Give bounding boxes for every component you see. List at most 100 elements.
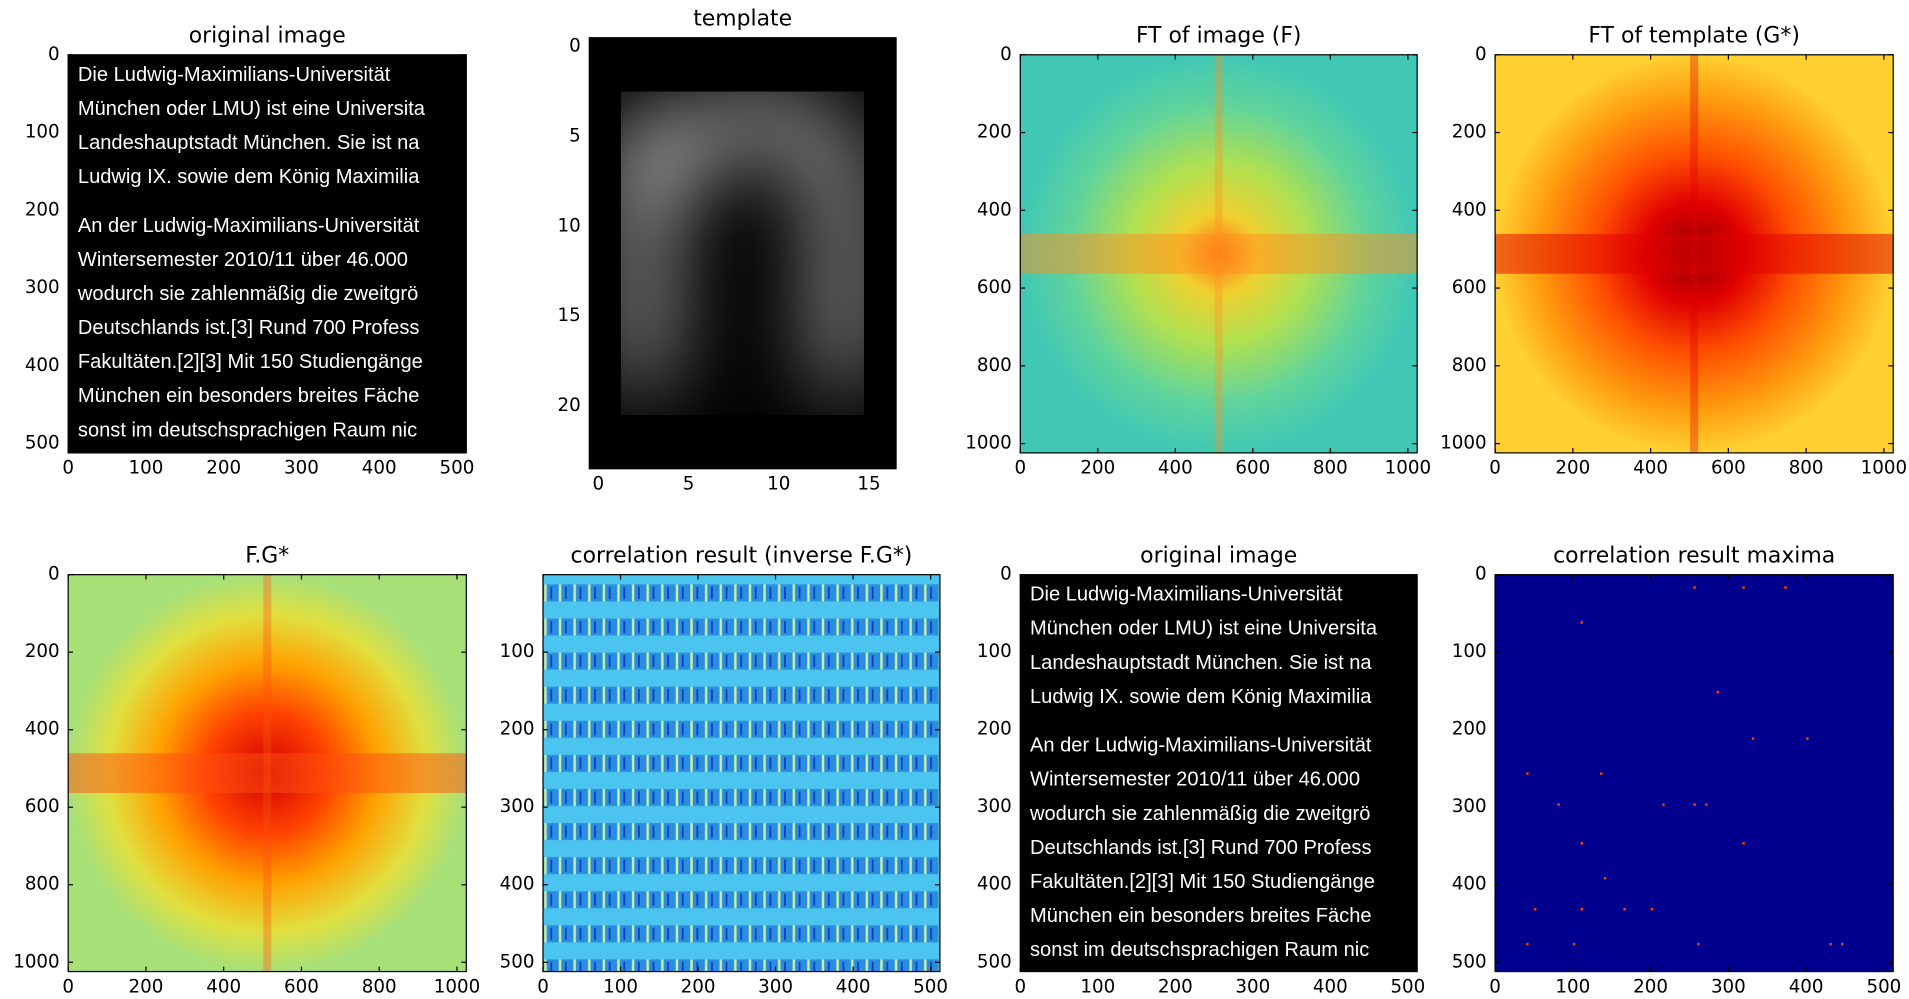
- image-band: [68, 753, 467, 793]
- maximum-dot: [1603, 876, 1607, 880]
- x-tick-label: 600: [284, 976, 319, 997]
- maximum-dot: [1572, 942, 1576, 946]
- x-tick-label: 0: [1014, 458, 1026, 479]
- y-tick-label: 1000: [965, 433, 1011, 454]
- maximum-dot: [1600, 772, 1603, 775]
- axes-frame: [1494, 54, 1894, 454]
- y-tick-label: 300: [25, 277, 60, 298]
- maximum-dot: [1742, 842, 1745, 845]
- y-tick-label: 800: [977, 355, 1012, 376]
- maximum-dot: [1557, 803, 1560, 806]
- image-band: [1495, 233, 1894, 274]
- x-tick-label: 200: [1555, 458, 1590, 479]
- x-tick-label: 300: [284, 458, 319, 479]
- y-tick-label: 400: [977, 874, 1012, 895]
- x-tick-label: 0: [1489, 458, 1501, 479]
- x-tick-label: 200: [1158, 976, 1193, 997]
- letter-stroke: [623, 100, 862, 388]
- axes-frame: [67, 54, 467, 454]
- maximum-dot: [1650, 907, 1654, 911]
- x-tick-label: 400: [836, 976, 871, 997]
- maximum-dot: [1580, 907, 1584, 911]
- image: [68, 574, 467, 972]
- maximum-dot: [1693, 586, 1696, 589]
- y-tick-label: 0: [48, 44, 60, 65]
- x-tick-label: 0: [537, 976, 549, 997]
- x-tick-label: 300: [758, 976, 793, 997]
- x-tick-label: 5: [683, 474, 695, 495]
- maximum-dot: [1806, 737, 1809, 740]
- subplot: template 0 5 10 15 0 5 10 15 20: [558, 6, 897, 495]
- image-band: [263, 574, 272, 972]
- x-tick-label: 400: [1789, 976, 1824, 997]
- x-tick-label: 300: [1235, 976, 1270, 997]
- image-band: [1214, 54, 1223, 453]
- subplot-title: FT of template (G*): [1588, 24, 1800, 49]
- x-tick-label: 400: [1158, 458, 1193, 479]
- plots: Die Ludwig-Maximilians-Universität Münche…: [13, 6, 1907, 997]
- x-tick-label: 400: [1313, 976, 1348, 997]
- x-tick-label: 0: [1014, 976, 1026, 997]
- y-tick-label: 500: [500, 951, 535, 972]
- y-tick-label: 1000: [1440, 433, 1486, 454]
- x-tick-label: 1000: [434, 976, 480, 997]
- x-tick-label: 500: [1390, 976, 1425, 997]
- y-tick-label: 0: [1000, 44, 1012, 65]
- x-tick-label: 100: [1555, 976, 1590, 997]
- y-tick-label: 400: [977, 199, 1012, 220]
- image-text: München oder LMU) ist eine Universita: [1030, 618, 1378, 640]
- x-tick-label: 500: [1866, 976, 1901, 997]
- image: [589, 37, 897, 469]
- maximum-dot: [1841, 942, 1844, 946]
- x-tick-label: 800: [362, 976, 397, 997]
- image-text: Deutschlands ist.[3] Rund 700 Profess: [1030, 837, 1372, 859]
- y-tick-label: 300: [1452, 796, 1487, 817]
- x-tick-label: 200: [129, 976, 164, 997]
- x-tick-label: 1000: [1385, 458, 1431, 479]
- y-tick-label: 20: [558, 395, 581, 416]
- image-text: sonst im deutschsprachigen Raum nic: [78, 419, 417, 441]
- maximum-dot: [1580, 621, 1584, 624]
- subplot-title: FT of image (F): [1136, 24, 1302, 49]
- y-tick-label: 0: [48, 564, 60, 585]
- subplot-title: template: [693, 6, 792, 31]
- x-tick-label: 600: [1711, 458, 1746, 479]
- y-tick-label: 0: [1000, 564, 1012, 585]
- maximum-dot: [1693, 803, 1696, 806]
- subplot-title: correlation result maxima: [1553, 543, 1835, 568]
- x-tick-label: 10: [767, 474, 790, 495]
- letter-n: [623, 100, 862, 388]
- image-text: Wintersemester 2010/11 über 46.000: [78, 249, 408, 271]
- y-tick-label: 400: [25, 355, 60, 376]
- subplot-title: F.G*: [245, 543, 289, 568]
- image-text: wodurch sie zahlenmäßig die zweitgrö: [77, 283, 418, 305]
- image-text: Ludwig IX. sowie dem König Maximilia: [1030, 686, 1372, 708]
- image-text: wodurch sie zahlenmäßig die zweitgrö: [1029, 803, 1370, 825]
- subplot: FT of image (F)0 200 400 600 800 100002004006…: [965, 24, 1431, 479]
- x-tick-label: 500: [440, 458, 475, 479]
- image-text: Landeshauptstadt München. Sie ist na: [78, 132, 420, 154]
- maximum-dot: [1716, 690, 1720, 694]
- x-tick-label: 100: [603, 976, 638, 997]
- subplot: Die Ludwig-Maximilians-Universität Münche…: [25, 24, 475, 479]
- y-tick-label: 200: [1452, 122, 1487, 143]
- y-tick-label: 15: [558, 305, 581, 326]
- y-tick-label: 200: [1452, 719, 1487, 740]
- maximum-dot: [1697, 942, 1700, 946]
- image-text: Fakultäten.[2][3] Mit 150 Studiengänge: [78, 351, 423, 373]
- x-tick-label: 1000: [1861, 458, 1907, 479]
- x-tick-label: 500: [913, 976, 948, 997]
- maximum-dot: [1533, 907, 1537, 911]
- axes-frame: [1019, 54, 1418, 454]
- subplot-title: correlation result (inverse F.G*): [571, 543, 913, 568]
- maximum-dot: [1662, 803, 1665, 806]
- y-tick-label: 300: [500, 796, 535, 817]
- image-band: [1690, 54, 1699, 453]
- x-tick-label: 400: [206, 976, 241, 997]
- axes-frame: [1019, 574, 1418, 973]
- subplot: correlation result (inverse F.G*) 0 100 200…: [500, 543, 948, 997]
- axes-frame: [67, 574, 467, 973]
- y-tick-label: 800: [25, 874, 60, 895]
- maximum-dot: [1742, 586, 1745, 589]
